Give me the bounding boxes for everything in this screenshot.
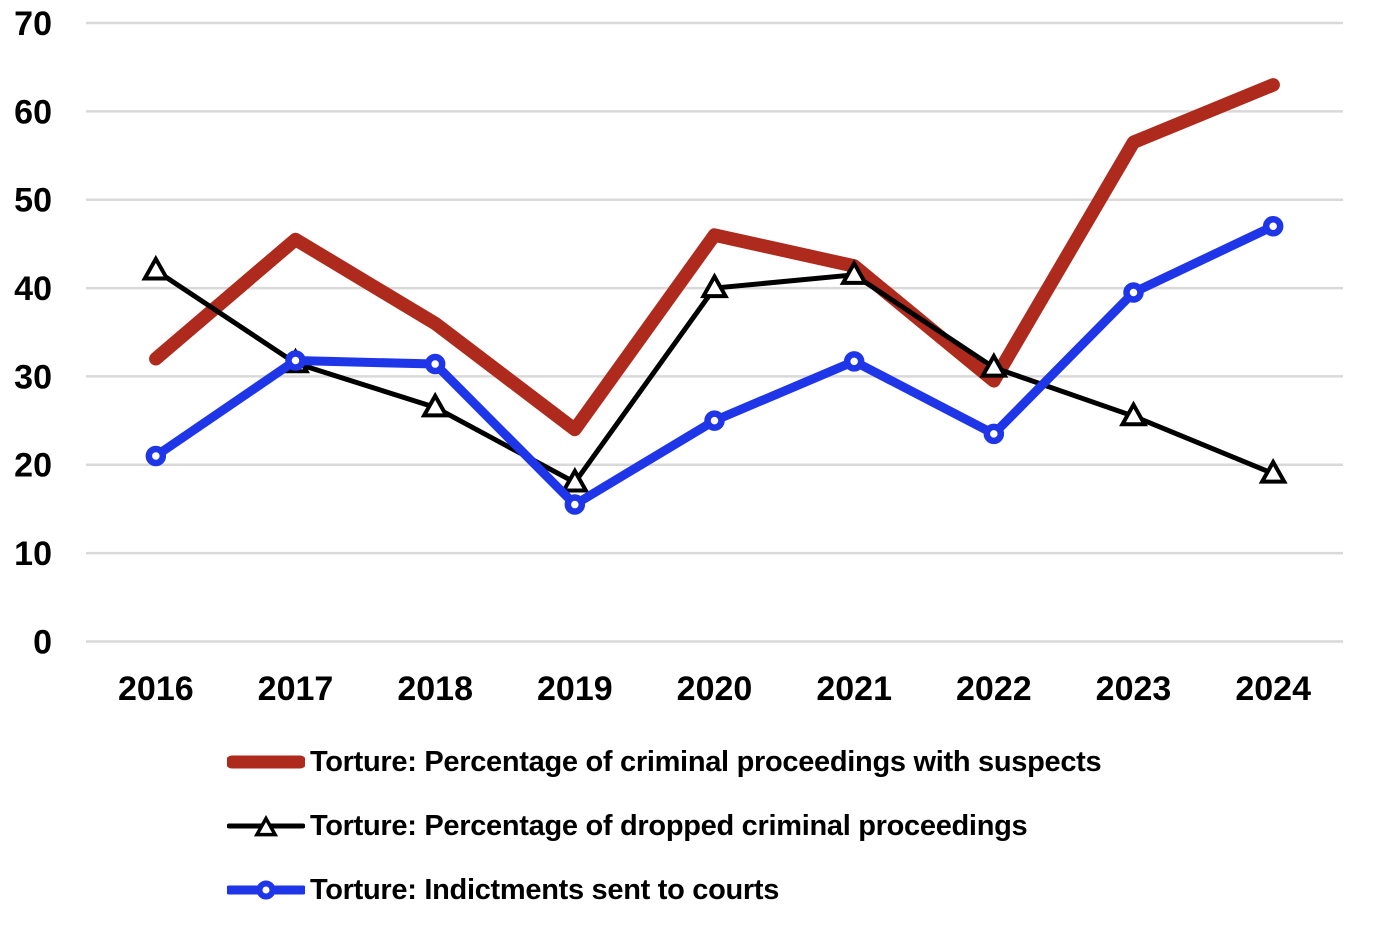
x-axis-tick-label: 2021 <box>816 670 892 708</box>
circle-marker <box>983 423 1005 445</box>
legend-label-suspects: Torture: Percentage of criminal proceedi… <box>310 745 1102 778</box>
x-axis-tick-label: 2023 <box>1096 670 1172 708</box>
x-axis-tick-label: 2017 <box>258 670 334 708</box>
y-axis-tick-label: 30 <box>14 358 52 396</box>
y-axis-tick-label: 0 <box>33 623 52 661</box>
x-axis-tick-label: 2022 <box>956 670 1032 708</box>
triangle-marker <box>700 272 729 299</box>
chart-legend: Torture: Percentage of criminal proceedi… <box>227 742 1102 926</box>
circle-marker <box>1123 282 1144 303</box>
legend-swatch-red-line-icon <box>227 746 305 778</box>
x-axis-tick-label: 2016 <box>118 670 194 708</box>
legend-label-indictments: Torture: Indictments sent to courts <box>310 873 780 906</box>
triangle-marker <box>979 352 1009 378</box>
circle-marker <box>256 880 276 900</box>
circle-marker <box>704 410 725 431</box>
x-axis-tick-label: 2019 <box>537 670 613 708</box>
y-axis-tick-label: 60 <box>14 93 52 131</box>
circle-marker <box>1262 215 1284 237</box>
circle-marker <box>285 350 306 371</box>
legend-swatch-triangle-line-icon <box>227 810 305 842</box>
x-axis-tick-label: 2024 <box>1235 670 1311 708</box>
x-axis-tick-label: 2020 <box>677 670 753 708</box>
circle-marker <box>843 351 865 372</box>
y-axis-tick-label: 40 <box>14 270 52 308</box>
triangle-marker <box>1119 400 1148 427</box>
triangle-marker <box>839 259 869 285</box>
triangle-marker <box>420 391 450 418</box>
legend-label-dropped: Torture: Percentage of dropped criminal … <box>310 809 1028 842</box>
series-line-0 <box>149 78 1280 437</box>
y-axis-tick-label: 50 <box>14 182 52 220</box>
series-line-2 <box>151 221 1278 510</box>
circle-marker <box>564 494 586 515</box>
legend-swatch-circle-line-icon <box>227 874 305 906</box>
y-axis-tick-label: 70 <box>14 5 52 43</box>
triangle-marker <box>1258 458 1288 484</box>
x-axis-tick-label: 2018 <box>397 670 473 708</box>
circle-marker <box>424 353 446 375</box>
legend-item-suspects: Torture: Percentage of criminal proceedi… <box>227 742 1102 782</box>
triangle-marker <box>560 466 590 493</box>
triangle-marker <box>141 254 171 281</box>
legend-item-dropped: Torture: Percentage of dropped criminal … <box>227 806 1101 846</box>
circle-marker <box>145 445 167 467</box>
triangle-marker <box>253 814 279 837</box>
legend-item-indictments: Torture: Indictments sent to courts <box>227 870 1101 910</box>
y-axis-tick-label: 20 <box>14 447 52 485</box>
y-axis-tick-label: 10 <box>14 535 52 573</box>
